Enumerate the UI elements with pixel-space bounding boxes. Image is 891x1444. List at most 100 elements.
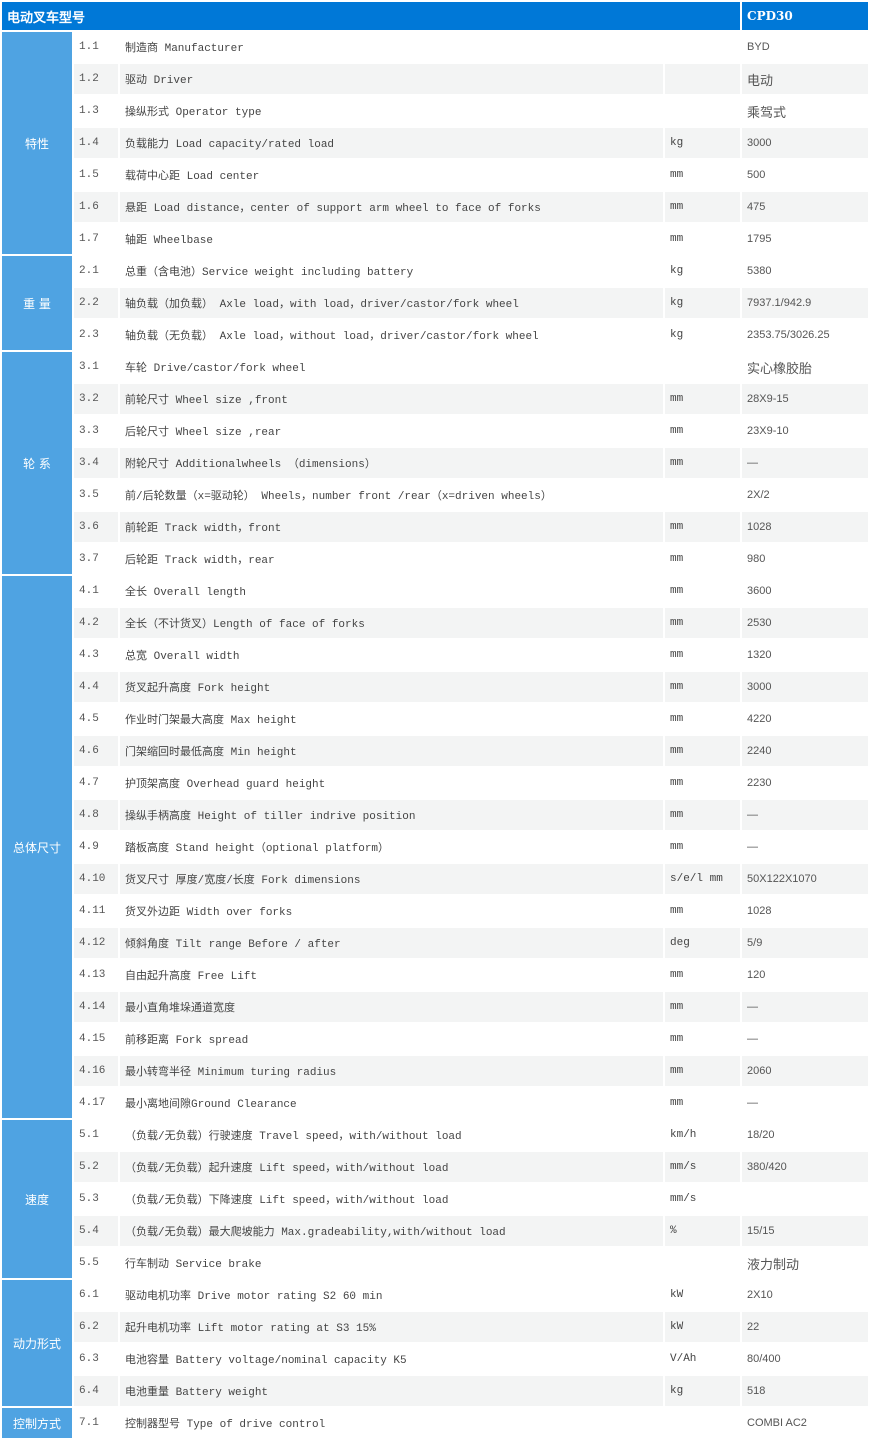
item-value: 2240 [742,736,869,766]
item-number: 3.3 [79,425,99,437]
item-number: 4.6 [74,736,118,766]
table-row: 5.5 行车制动 Service brake 液力制动 [2,1248,868,1278]
item-number: 6.1 [79,1289,99,1301]
item-description: 操纵形式 Operator type [125,107,262,119]
item-value [742,1184,868,1214]
item-description: 制造商 Manufacturer [125,43,244,55]
group-label: 特性 [2,32,72,254]
item-number: 1.3 [79,105,99,117]
item-number: 3.4 [74,448,118,478]
table-row: 4.16 最小转弯半径 Minimum turing radius mm 2060 [2,1056,869,1086]
item-number: 5.4 [74,1216,118,1246]
item-unit: V/Ah [670,1353,697,1365]
table-row: 4.3 总宽 Overall width mm 1320 [2,640,868,670]
table-row: 轮 系 3.1 车轮 Drive/castor/fork wheel 实心橡胶胎 [2,352,868,574]
item-number: 4.16 [74,1056,118,1086]
item-unit: mm [670,841,684,853]
table-row: 3.6 前轮距 Track width，front mm 1028 [2,512,869,542]
table-row: 4.17 最小离地间隙Ground Clearance mm — [2,1088,868,1118]
item-value: BYD [747,41,770,53]
table-row: 4.11 货叉外边距 Width over forks mm 1028 [2,896,868,926]
item-number: 3.6 [74,512,118,542]
table-row: 1.7 轴距 Wheelbase mm 1795 [2,224,868,254]
item-number: 6.4 [74,1376,118,1406]
item-number: 1.7 [79,233,99,245]
table-row: 1.6 悬距 Load distance，center of support ar… [2,192,869,222]
spec-group: 控制方式 7.1 控制器型号 Type of drive control COMBI … [2,1408,868,1438]
item-unit: kW [665,1312,741,1342]
item-number: 4.11 [79,905,106,917]
item-unit: mm [665,992,741,1022]
table-row: 速度 5.1 （负载/无负载）行驶速度 Travel speed，with/with… [2,1120,868,1278]
item-number: 4.2 [74,608,118,638]
item-unit: mm [665,448,741,478]
item-description: 控制器型号 Type of drive control [125,1419,326,1431]
item-unit: mm [665,384,741,414]
item-value: — [747,841,759,853]
item-description: （负载/无负载）行驶速度 Travel speed，with/without l… [125,1131,462,1143]
item-number: 4.12 [74,928,118,958]
item-value: 500 [747,169,766,181]
group-label: 重 量 [2,256,72,350]
item-number: 4.10 [74,864,118,894]
item-value: 2060 [742,1056,869,1086]
item-value: 乘驾式 [747,104,787,120]
group-label: 轮 系 [2,352,72,574]
item-description: 前轮距 Track width，front [120,512,663,542]
item-description: 负载能力 Load capacity/rated load [120,128,663,158]
item-unit: kg [665,128,741,158]
item-description: 踏板高度 Stand height（optional platform） [125,843,390,855]
spec-group: 特性 1.1 制造商 Manufacturer BYD 1.2 驱动 Driver 电动 1.… [2,32,869,254]
item-value: 1028 [747,905,772,917]
item-unit [665,352,740,382]
item-unit: mm [665,608,741,638]
item-description: 驱动电机功率 Drive motor rating S2 60 min [125,1291,383,1303]
header-row: 电动叉车型号 CPD30 [2,2,869,30]
group-label: 总体尺寸 [2,576,72,1118]
item-value: 4220 [747,713,772,725]
item-description: 轴负载（加负载） Axle load，with load，driver/cast… [120,288,663,318]
table-row: 4.12 倾斜角度 Tilt range Before / after deg 5/9 [2,928,869,958]
item-unit: mm [665,192,741,222]
table-row: 2.2 轴负载（加负载） Axle load，with load，driver/c… [2,288,869,318]
item-number: 1.2 [74,64,118,94]
table-row: 3.5 前/后轮数量（x=驱动轮） Wheels，number front /re… [2,480,868,510]
item-value: 2353.75/3026.25 [747,329,830,341]
spec-table: 电动叉车型号 CPD30 特性 1.1 制造商 Manufacturer BYD 1.2… [2,2,869,1438]
item-unit [665,96,740,126]
item-value: 2530 [742,608,869,638]
item-number: 4.8 [74,800,118,830]
item-description: 行车制动 Service brake [125,1259,262,1271]
item-description: 轴负载（无负载） Axle load，without load，driver/c… [125,331,539,343]
table-row: 5.2 （负载/无负载）起升速度 Lift speed，with/without … [2,1152,869,1182]
table-row: 1.2 驱动 Driver 电动 [2,64,869,94]
item-value: 3600 [747,585,772,597]
item-number: 2.2 [74,288,118,318]
item-description: 前/后轮数量（x=驱动轮） Wheels，number front /rear（… [125,491,552,503]
item-description: （负载/无负载）最大爬坡能力 Max.gradeability,with/wit… [120,1216,663,1246]
item-unit: mm [665,1056,741,1086]
item-description: 最小离地间隙Ground Clearance [125,1099,297,1111]
table-row: 4.2 全长（不计货叉）Length of face of forks mm 2530 [2,608,869,638]
table-row: 2.3 轴负载（无负载） Axle load，without load，drive… [2,320,868,350]
item-value: 1028 [742,512,869,542]
item-description: 轴距 Wheelbase [125,235,214,247]
item-value: 380/420 [742,1152,869,1182]
item-number: 1.6 [74,192,118,222]
spec-group: 重 量 2.1 总重（含电池）Service weight including ba… [2,256,869,350]
item-value: — [742,992,869,1022]
table-row: 4.5 作业时门架最大高度 Max height mm 4220 [2,704,868,734]
item-number: 4.13 [79,969,106,981]
item-number: 4.3 [79,649,99,661]
item-description: 起升电机功率 Lift motor rating at S3 15% [120,1312,663,1342]
item-value: 28X9-15 [742,384,869,414]
item-unit: mm [670,169,684,181]
item-number: 2.3 [79,329,99,341]
table-row: 总体尺寸 4.1 全长 Overall length mm 3600 [2,576,868,1118]
item-unit: mm [670,553,684,565]
item-number: 4.7 [79,777,99,789]
item-number: 4.14 [74,992,118,1022]
item-unit: mm/s [670,1193,697,1205]
item-unit: deg [665,928,741,958]
item-number: 6.3 [79,1353,99,1365]
